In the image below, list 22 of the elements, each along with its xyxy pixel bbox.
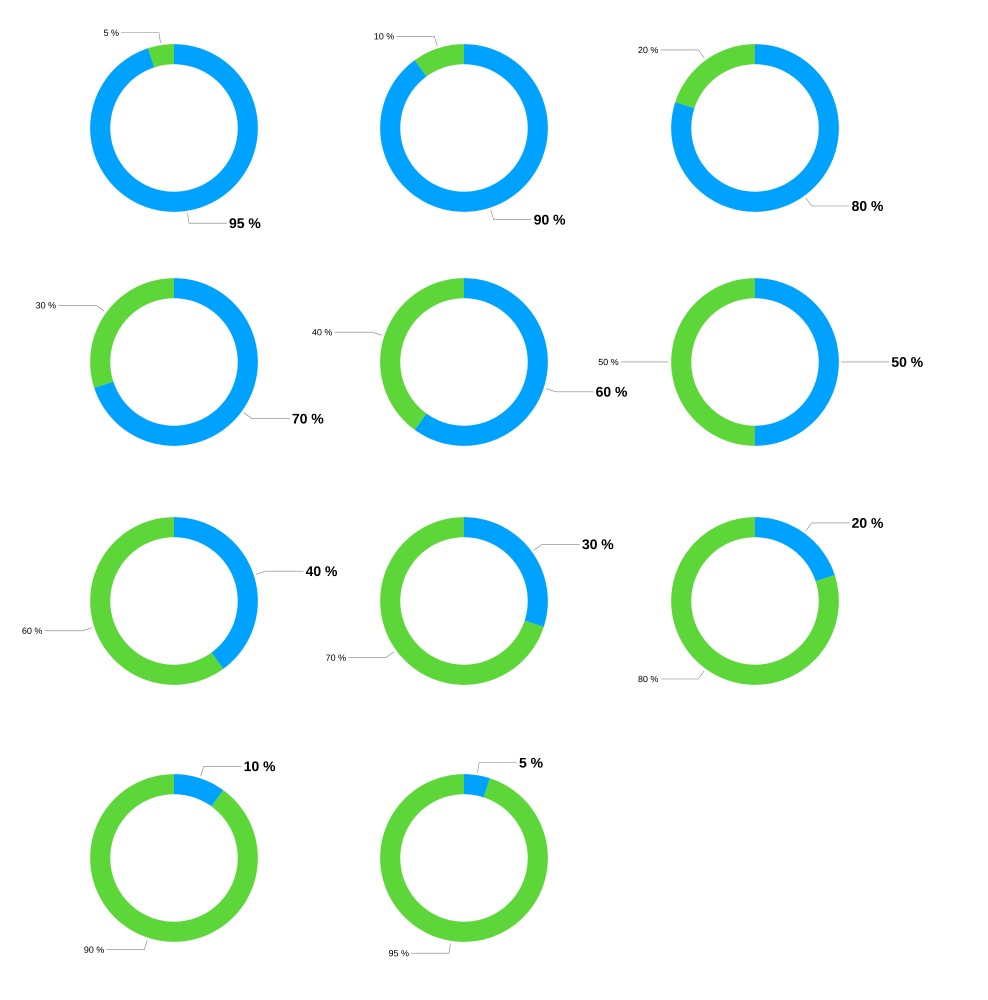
data-label: 30 %: [582, 539, 614, 550]
data-label: 10 %: [244, 761, 276, 772]
data-label: 95 %: [388, 950, 409, 956]
data-label: 20 %: [852, 518, 884, 528]
data-label: 40 %: [306, 566, 338, 576]
data-label: 40 %: [312, 329, 332, 336]
data-label: 50 %: [598, 358, 618, 366]
data-label: 5 %: [104, 30, 119, 36]
data-label: 50 %: [892, 357, 923, 367]
data-label: 10 %: [374, 33, 394, 40]
data-label: 95 %: [229, 218, 260, 228]
data-label: 60 %: [22, 628, 42, 634]
data-label: 30 %: [36, 302, 56, 308]
data-label: 60 %: [596, 386, 628, 397]
data-label: 90 %: [534, 214, 566, 225]
data-label: 90 %: [84, 946, 104, 953]
data-label: 80 %: [852, 201, 884, 211]
data-label: 5 %: [519, 758, 543, 768]
data-label: 70 %: [292, 414, 324, 424]
data-label: 20 %: [638, 46, 658, 54]
data-label: 80 %: [638, 676, 658, 682]
data-label: 70 %: [326, 654, 346, 661]
